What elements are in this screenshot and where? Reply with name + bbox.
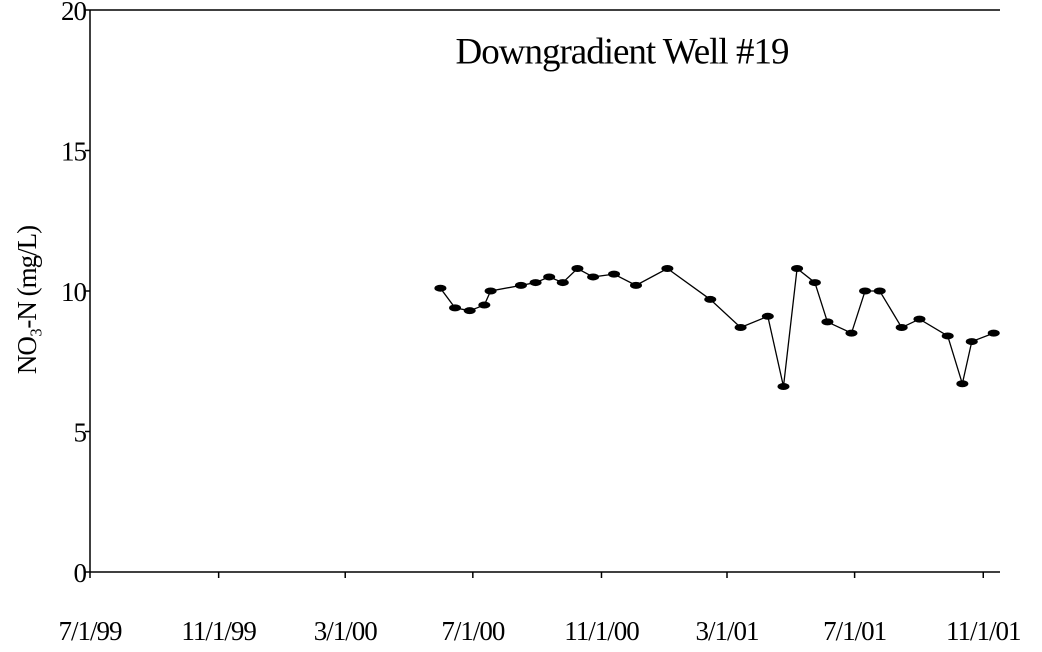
data-point [941, 332, 954, 340]
data-point [791, 265, 804, 273]
x-tick-label: 3/1/01 [695, 616, 758, 646]
x-tick-label: 11/1/99 [181, 616, 256, 646]
data-point [478, 301, 491, 309]
y-tick-label: 5 [74, 418, 87, 448]
data-point [845, 329, 858, 337]
data-point [529, 279, 542, 287]
data-point [661, 265, 674, 273]
data-point [543, 273, 556, 281]
x-tick-label: 7/1/00 [441, 616, 505, 646]
data-point [587, 273, 600, 281]
x-tick-label: 11/1/01 [946, 616, 1021, 646]
data-point [630, 281, 642, 289]
data-point [895, 324, 908, 332]
data-point [913, 315, 926, 323]
chart-title: Downgradient Well #19 [456, 31, 789, 72]
data-point [777, 383, 790, 391]
data-point [556, 279, 569, 287]
data-point [734, 324, 747, 332]
data-point [463, 307, 476, 315]
data-point [704, 295, 717, 303]
data-point [873, 287, 886, 295]
data-point [484, 287, 497, 295]
data-point [808, 279, 821, 287]
data-point [434, 284, 447, 292]
y-tick-label: 15 [61, 137, 87, 167]
data-point [571, 265, 584, 273]
data-point [965, 338, 978, 346]
data-point [821, 318, 834, 326]
data-point [514, 281, 527, 289]
y-tick-label: 10 [61, 277, 87, 307]
data-point [608, 270, 621, 278]
y-tick-label: 20 [61, 0, 87, 26]
data-point [449, 304, 462, 312]
x-tick-label: 7/1/01 [823, 616, 886, 646]
x-tick-label: 11/1/00 [564, 616, 639, 646]
data-point [956, 380, 969, 388]
x-tick-label: 7/1/99 [58, 616, 122, 646]
y-axis-label: NO₃-N (mg/L) [12, 226, 42, 374]
x-tick-label: 3/1/00 [314, 616, 378, 646]
data-point [987, 329, 1000, 337]
data-point [859, 287, 872, 295]
y-tick-label: 0 [74, 558, 87, 588]
data-point [761, 312, 774, 320]
